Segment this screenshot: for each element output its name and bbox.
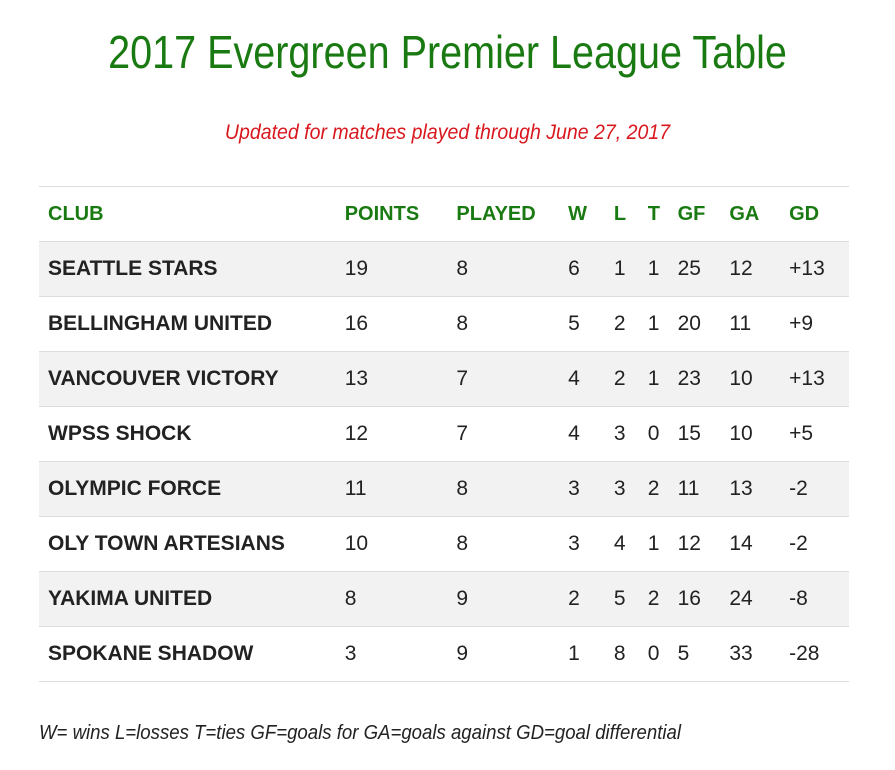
updated-note: Updated for matches played through June … [224, 121, 671, 144]
cell-played: 9 [456, 571, 569, 627]
cell-losses: 2 [613, 351, 648, 407]
cell-played: 7 [456, 351, 569, 407]
cell-played: 8 [456, 296, 569, 352]
cell-goals-against: 13 [729, 461, 790, 517]
table-row: OLY TOWN ARTESIANS 10 8 3 4 1 12 14 -2 [39, 516, 849, 572]
cell-ties: 0 [647, 406, 678, 462]
cell-goals-for: 16 [677, 571, 730, 627]
header-wins: W [568, 186, 614, 242]
cell-club: VANCOUVER VICTORY [39, 351, 345, 407]
cell-goal-diff: -8 [789, 571, 849, 627]
cell-goal-diff: +13 [789, 351, 849, 407]
header-played: PLAYED [456, 186, 569, 242]
header-points: POINTS [344, 186, 457, 242]
cell-points: 13 [344, 351, 457, 407]
cell-ties: 1 [647, 351, 678, 407]
cell-played: 8 [456, 516, 569, 572]
cell-club: YAKIMA UNITED [39, 571, 345, 627]
cell-goals-against: 11 [729, 296, 790, 352]
table-row: OLYMPIC FORCE 11 8 3 3 2 11 13 -2 [39, 461, 849, 517]
cell-goals-against: 24 [729, 571, 790, 627]
header-goals-for: GF [677, 186, 730, 242]
cell-goal-diff: +5 [789, 406, 849, 462]
cell-goal-diff: +13 [789, 241, 849, 297]
cell-goals-against: 10 [729, 406, 790, 462]
cell-club: SPOKANE SHADOW [39, 626, 345, 682]
header-goals-against: GA [729, 186, 790, 242]
cell-losses: 8 [613, 626, 648, 682]
table-row: YAKIMA UNITED 8 9 2 5 2 16 24 -8 [39, 571, 849, 627]
cell-ties: 1 [647, 241, 678, 297]
abbreviation-legend: W= wins L=losses T=ties GF=goals for GA=… [39, 722, 682, 744]
table-row: SEATTLE STARS 19 8 6 1 1 25 12 +13 [39, 241, 849, 297]
cell-points: 10 [344, 516, 457, 572]
table-row: SPOKANE SHADOW 3 9 1 8 0 5 33 -28 [39, 626, 849, 682]
cell-wins: 5 [568, 296, 614, 352]
table-row: BELLINGHAM UNITED 16 8 5 2 1 20 11 +9 [39, 296, 849, 352]
cell-points: 19 [344, 241, 457, 297]
cell-points: 16 [344, 296, 457, 352]
cell-ties: 1 [647, 296, 678, 352]
cell-wins: 6 [568, 241, 614, 297]
header-losses: L [613, 186, 648, 242]
table-row: WPSS SHOCK 12 7 4 3 0 15 10 +5 [39, 406, 849, 462]
cell-goals-for: 5 [677, 626, 730, 682]
cell-ties: 1 [647, 516, 678, 572]
cell-points: 3 [344, 626, 457, 682]
cell-goals-for: 15 [677, 406, 730, 462]
cell-goals-for: 12 [677, 516, 730, 572]
header-club: CLUB [39, 186, 345, 242]
cell-wins: 3 [568, 516, 614, 572]
cell-goals-against: 12 [729, 241, 790, 297]
cell-points: 11 [344, 461, 457, 517]
header-goal-diff: GD [789, 186, 849, 242]
table-header-row: CLUB POINTS PLAYED W L T GF GA GD [39, 186, 849, 242]
header-ties: T [647, 186, 678, 242]
league-table: CLUB POINTS PLAYED W L T GF GA GD SEATTL… [39, 186, 849, 682]
cell-wins: 4 [568, 406, 614, 462]
cell-losses: 4 [613, 516, 648, 572]
cell-goals-against: 10 [729, 351, 790, 407]
cell-club: BELLINGHAM UNITED [39, 296, 345, 352]
cell-losses: 1 [613, 241, 648, 297]
cell-wins: 1 [568, 626, 614, 682]
cell-ties: 0 [647, 626, 678, 682]
table-row: VANCOUVER VICTORY 13 7 4 2 1 23 10 +13 [39, 351, 849, 407]
cell-club: OLYMPIC FORCE [39, 461, 345, 517]
cell-played: 8 [456, 461, 569, 517]
cell-goal-diff: +9 [789, 296, 849, 352]
cell-ties: 2 [647, 571, 678, 627]
cell-goals-against: 14 [729, 516, 790, 572]
cell-goals-for: 11 [677, 461, 730, 517]
cell-goals-for: 25 [677, 241, 730, 297]
cell-losses: 2 [613, 296, 648, 352]
cell-wins: 3 [568, 461, 614, 517]
cell-goal-diff: -2 [789, 461, 849, 517]
cell-ties: 2 [647, 461, 678, 517]
cell-goals-against: 33 [729, 626, 790, 682]
cell-goal-diff: -28 [789, 626, 849, 682]
cell-goal-diff: -2 [789, 516, 849, 572]
page-title: 2017 Evergreen Premier League Table [108, 26, 787, 78]
cell-played: 7 [456, 406, 569, 462]
cell-losses: 5 [613, 571, 648, 627]
cell-played: 9 [456, 626, 569, 682]
cell-wins: 4 [568, 351, 614, 407]
cell-wins: 2 [568, 571, 614, 627]
cell-goals-for: 23 [677, 351, 730, 407]
cell-points: 12 [344, 406, 457, 462]
cell-club: OLY TOWN ARTESIANS [39, 516, 345, 572]
cell-losses: 3 [613, 461, 648, 517]
cell-goals-for: 20 [677, 296, 730, 352]
cell-club: SEATTLE STARS [39, 241, 345, 297]
cell-losses: 3 [613, 406, 648, 462]
cell-played: 8 [456, 241, 569, 297]
cell-points: 8 [344, 571, 457, 627]
cell-club: WPSS SHOCK [39, 406, 345, 462]
